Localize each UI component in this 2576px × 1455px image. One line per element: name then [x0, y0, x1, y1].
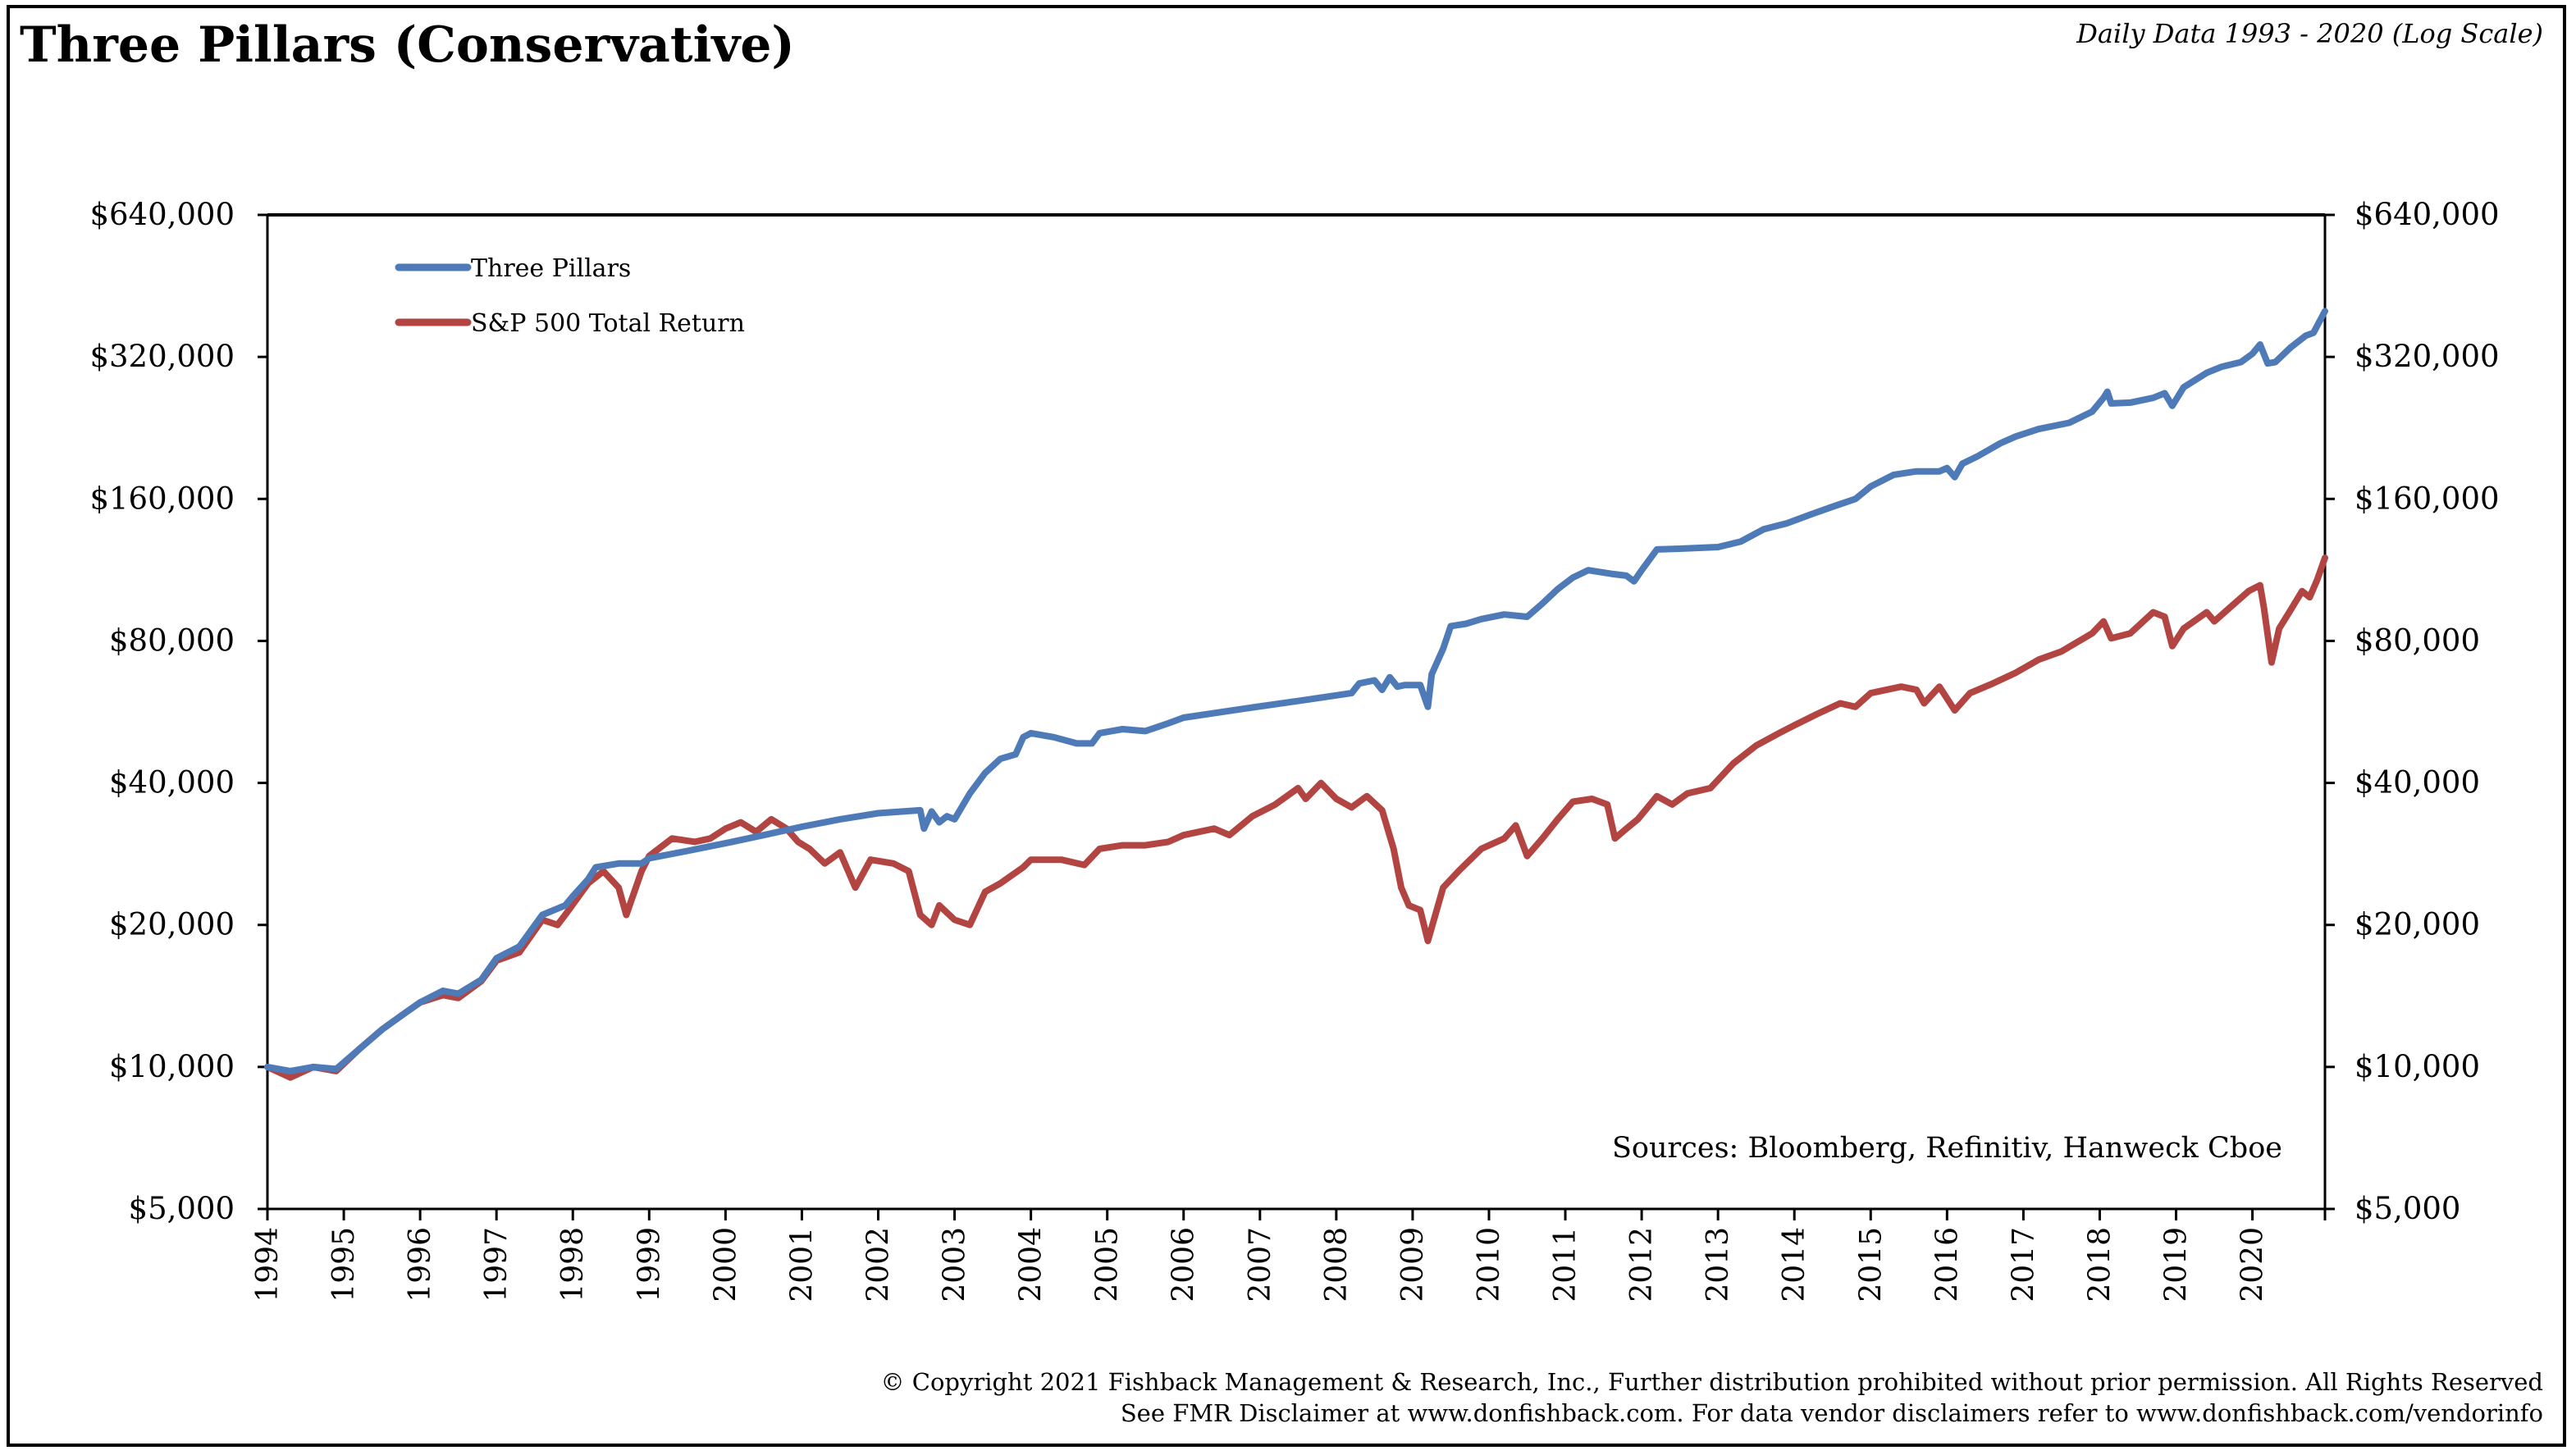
- y-tick-label-left: $40,000: [109, 765, 235, 800]
- x-tick-label: 2010: [1473, 1227, 1506, 1302]
- x-tick-label: 2000: [709, 1227, 742, 1302]
- x-tick-label: 1996: [404, 1227, 437, 1302]
- x-tick-label: 1995: [327, 1227, 361, 1302]
- y-tick-label-right: $640,000: [2354, 197, 2500, 232]
- x-tick-label: 2009: [1396, 1227, 1430, 1302]
- y-tick-label-left: $320,000: [89, 339, 235, 374]
- chart-subtitle: Daily Data 1993 - 2020 (Log Scale): [2076, 18, 2543, 49]
- x-tick-label: 2002: [861, 1227, 895, 1302]
- y-tick-label-right: $20,000: [2354, 907, 2480, 942]
- y-tick-label-right: $160,000: [2354, 481, 2500, 516]
- x-tick-label: 2015: [1854, 1227, 1888, 1302]
- x-tick-label: 2020: [2236, 1227, 2270, 1302]
- copyright-notice: © Copyright 2021 Fishback Management & R…: [881, 1366, 2543, 1429]
- y-tick-label-right: $5,000: [2354, 1191, 2460, 1226]
- x-tick-label: 1997: [480, 1227, 514, 1302]
- x-tick-label: 2004: [1015, 1227, 1048, 1302]
- page-title: Three Pillars (Conservative): [20, 16, 795, 74]
- y-tick-label-left: $5,000: [129, 1191, 235, 1226]
- y-tick-label-right: $80,000: [2354, 623, 2480, 658]
- x-tick-label: 2008: [1320, 1227, 1354, 1302]
- y-tick-label-left: $640,000: [89, 197, 235, 232]
- chart-axes: $5,000 $5,000 $10,000 $10,000 $20,000 $20,000…: [89, 197, 2499, 1302]
- chart-frame: [7, 5, 2566, 1447]
- y-tick-label-right: $10,000: [2354, 1049, 2480, 1084]
- x-tick-label: 2011: [1549, 1227, 1583, 1302]
- series-line-three-pillars: [264, 308, 2328, 1074]
- copyright-line-2: See FMR Disclaimer at www.donfishback.co…: [1120, 1399, 2543, 1427]
- sources-annotation: Sources: Bloomberg, Refinitiv, Hanweck C…: [1612, 1132, 2282, 1165]
- x-tick-label: 2013: [1701, 1227, 1735, 1302]
- y-tick-label-left: $80,000: [109, 623, 235, 658]
- x-tick-label: 2003: [939, 1227, 972, 1302]
- x-tick-label: 2006: [1167, 1227, 1201, 1302]
- x-tick-label: 2017: [2007, 1227, 2040, 1302]
- x-tick-label: 2019: [2160, 1227, 2194, 1302]
- legend-label-three-pillars: Three Pillars: [471, 254, 631, 283]
- x-tick-label: 2001: [785, 1227, 819, 1302]
- legend-label-sp500-total-return: S&P 500 Total Return: [471, 309, 745, 338]
- x-tick-label: 2007: [1244, 1227, 1277, 1302]
- x-tick-label: 1994: [251, 1227, 285, 1302]
- series-line-sp500-total-return: [264, 554, 2328, 1081]
- x-tick-label: 2005: [1091, 1227, 1125, 1302]
- x-tick-label: 1998: [556, 1227, 590, 1302]
- series-layer: [264, 308, 2328, 1081]
- copyright-line-1: © Copyright 2021 Fishback Management & R…: [880, 1368, 2543, 1396]
- legend: Three Pillars S&P 500 Total Return: [395, 254, 745, 338]
- x-tick-label: 2012: [1625, 1227, 1659, 1302]
- x-tick-label: 2016: [1930, 1227, 1964, 1302]
- y-tick-label-left: $20,000: [109, 907, 235, 942]
- y-tick-label-right: $40,000: [2354, 765, 2480, 800]
- y-tick-label-right: $320,000: [2354, 339, 2500, 374]
- x-tick-label: 1999: [633, 1227, 666, 1302]
- y-tick-label-left: $160,000: [89, 481, 235, 516]
- x-tick-label: 2018: [2083, 1227, 2117, 1302]
- y-tick-label-left: $10,000: [109, 1049, 235, 1084]
- x-tick-label: 2014: [1778, 1227, 1811, 1302]
